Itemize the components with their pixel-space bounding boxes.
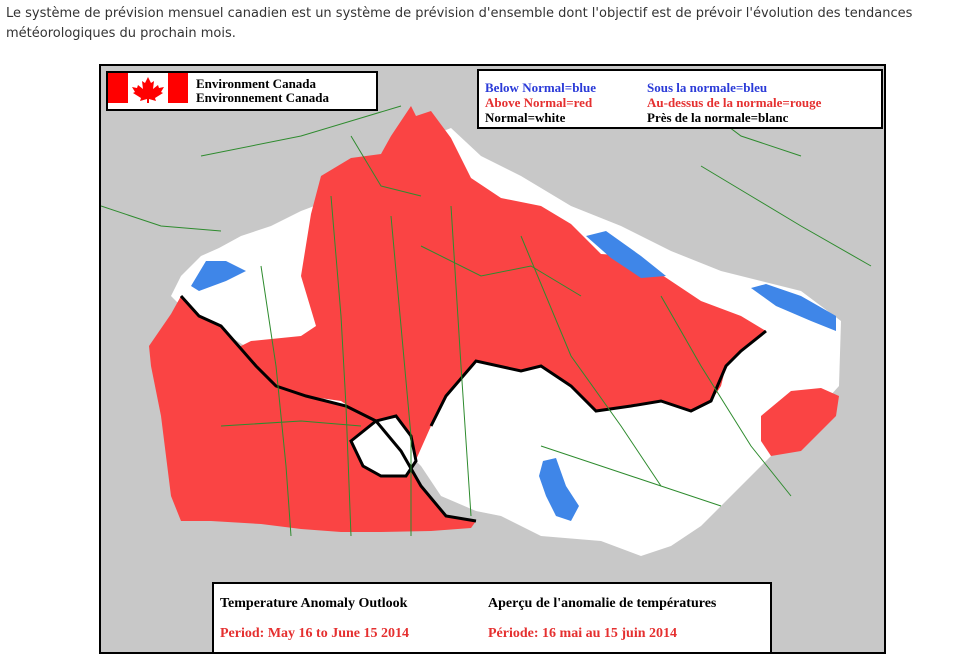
period-fr: Période: 16 mai au 15 juin 2014 [488,626,677,641]
map-title-en: Temperature Anomaly Outlook [220,596,408,611]
map-legend: Below Normal=blue Above Normal=red Norma… [477,69,883,129]
legend-normal-en: Normal=white [485,110,566,125]
anomaly-boundary-line-east [429,329,767,427]
below-normal-region-labrador [751,284,836,331]
legend-english: Below Normal=blue Above Normal=red Norma… [485,80,596,125]
organization-name: Environment Canada Environnement Canada [196,77,329,105]
temperature-anomaly-map: Environment Canada Environnement Canada … [99,64,886,654]
anomaly-boundary-line [179,294,477,523]
above-normal-region-north [221,106,766,471]
period-en: Period: May 16 to June 15 2014 [220,626,409,641]
map-canvas [101,105,872,556]
organization-name-fr: Environnement Canada [196,90,330,105]
intro-paragraph: Le système de prévision mensuel canadien… [6,6,913,41]
map-title-box: Temperature Anomaly Outlook Aperçu de l'… [212,582,772,652]
below-normal-region-yukon [191,261,246,291]
map-title-fr: Aperçu de l'anomalie de températures [488,596,717,611]
normal-region-prairie [349,414,418,478]
political-boundaries [101,105,872,537]
legend-normal-fr: Près de la normale=blanc [647,110,789,125]
legend-above-en: Above Normal=red [485,95,593,110]
legend-below-fr: Sous la normale=bleu [647,80,768,95]
legend-above-fr: Au-dessus de la normale=rouge [647,95,822,110]
legend-below-en: Below Normal=blue [485,80,597,95]
legend-french: Sous la normale=bleu Au-dessus de la nor… [647,80,821,125]
organization-name-en: Environment Canada [196,76,317,91]
below-normal-region-hudson [586,231,666,278]
environment-canada-logo-box: Environment Canada Environnement Canada [106,71,378,111]
canada-flag-icon [108,73,188,103]
below-normal-region-ontario [539,458,579,521]
above-normal-region-east [761,388,839,456]
